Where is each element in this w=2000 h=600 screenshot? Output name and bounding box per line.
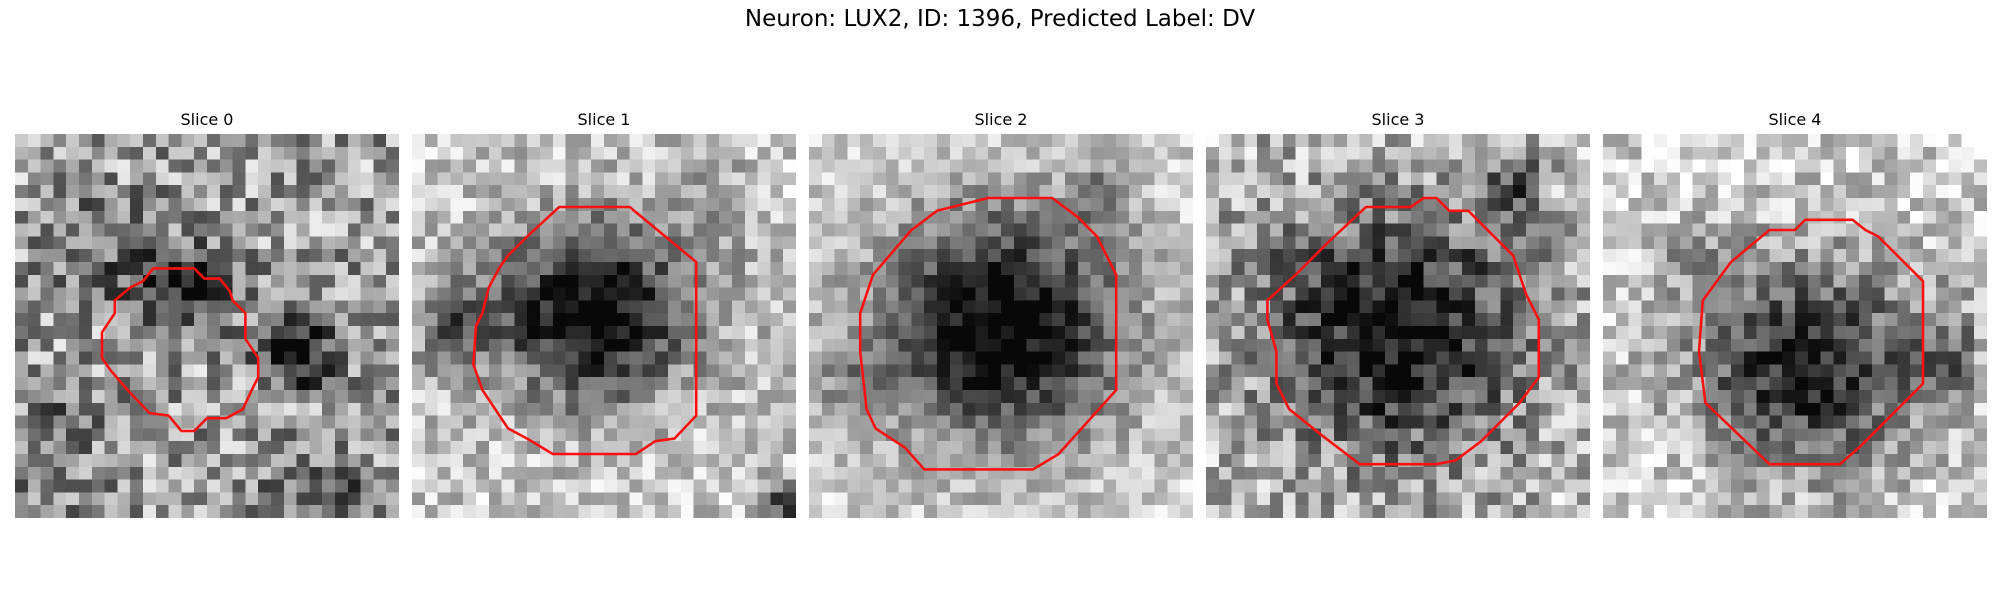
slice-title-3: Slice 3 [1371,110,1425,129]
pixel-grid [1603,134,1987,518]
roi-contour [100,267,260,433]
slice-image-1 [412,134,796,518]
slice-title-1: Slice 1 [577,110,631,129]
slice-image-3 [1206,134,1590,518]
pixel-grid [15,134,399,518]
slice-title-2: Slice 2 [974,110,1028,129]
slice-title-0: Slice 0 [180,110,234,129]
pixel-grid [1206,134,1590,518]
figure-title: Neuron: LUX2, ID: 1396, Predicted Label:… [744,6,1256,32]
pixel-grid [809,134,1193,518]
slice-image-2 [809,134,1193,518]
slice-title-4: Slice 4 [1768,110,1822,129]
pixel-grid [412,134,796,518]
slice-image-4 [1603,134,1987,518]
roi-contour [472,205,698,456]
slice-image-0 [15,134,399,518]
roi-contour [858,196,1118,471]
roi-contour [1697,218,1925,466]
roi-contour [1266,196,1541,466]
